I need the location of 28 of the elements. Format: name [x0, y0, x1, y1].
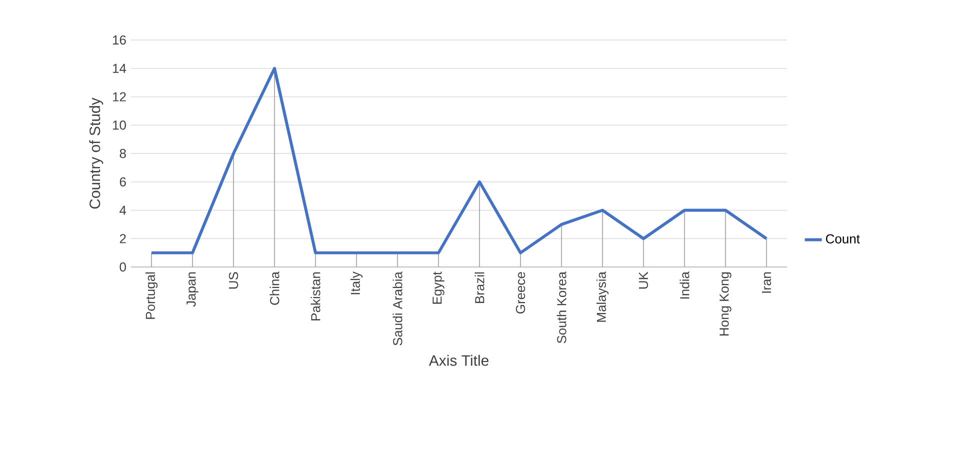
x-tick-label: UK	[638, 272, 648, 289]
x-axis-title: Axis Title	[428, 354, 488, 366]
x-tick-label: China	[270, 272, 280, 305]
x-tick-label: Greece	[516, 272, 526, 314]
y-axis-title: Country of Study	[89, 98, 104, 209]
y-tick-label: 0	[120, 262, 126, 272]
legend-label: Count	[826, 234, 860, 244]
y-tick-label: 8	[120, 148, 126, 158]
y-tick-label: 10	[112, 120, 126, 130]
y-tick-label: 4	[120, 206, 126, 215]
x-tick-label: Saudi Arabia	[392, 272, 402, 346]
y-tick-label: 2	[120, 234, 126, 244]
x-tick-label: Hong Kong	[720, 272, 732, 336]
y-tick-label: 6	[120, 177, 126, 186]
x-tick-label: Portugal	[145, 272, 158, 319]
x-tick-label: Pakistan	[310, 272, 320, 320]
x-tick-label: Egypt	[432, 272, 444, 304]
x-tick-label: Japan	[186, 272, 198, 307]
x-tick-label: Iran	[762, 272, 772, 293]
x-tick-label: Brazil	[474, 272, 484, 303]
x-tick-label: US	[228, 272, 238, 289]
y-tick-label: 16	[112, 35, 126, 45]
x-tick-label: Malaysia	[596, 272, 609, 322]
y-tick-label: 14	[112, 64, 126, 73]
y-tick-label: 12	[112, 92, 126, 102]
x-tick-label: Italy	[350, 272, 363, 294]
x-tick-label: South Korea	[556, 272, 566, 344]
x-tick-label: India	[680, 272, 690, 299]
